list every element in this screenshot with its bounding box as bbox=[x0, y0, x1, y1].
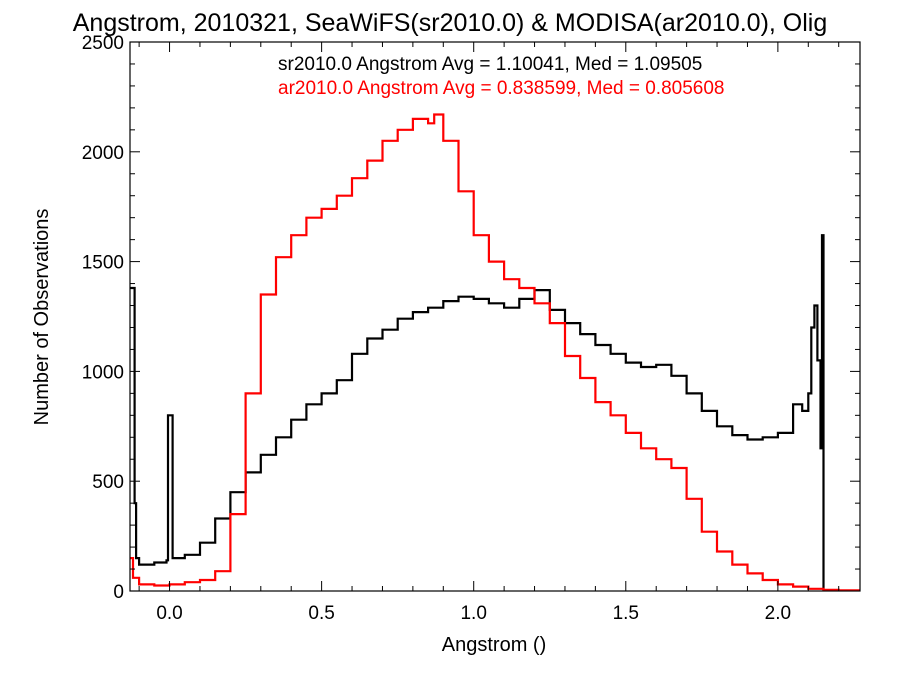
y-axis-label: Number of Observations bbox=[31, 209, 53, 426]
x-tick-label: 1.5 bbox=[613, 603, 639, 624]
y-tick-label: 500 bbox=[92, 472, 124, 493]
stat-annotation-ar2010: ar2010.0 Angstrom Avg = 0.838599, Med = … bbox=[278, 78, 725, 99]
x-tick-label: 1.0 bbox=[460, 603, 486, 624]
y-tick-label: 1000 bbox=[82, 362, 124, 383]
series-line-sr2010 bbox=[130, 234, 825, 591]
y-tick-label: 1500 bbox=[82, 253, 124, 274]
x-tick-label: 2.0 bbox=[765, 603, 791, 624]
y-tick-label: 2500 bbox=[82, 33, 124, 54]
x-tick-label: 0.5 bbox=[308, 603, 334, 624]
y-tick-label: 2000 bbox=[82, 143, 124, 164]
stat-annotation-sr2010: sr2010.0 Angstrom Avg = 1.10041, Med = 1… bbox=[278, 54, 702, 75]
plot-area: 0.0 0.5 1.0 1.5 2.0 0 500 1000 1500 2000 2500 bbox=[82, 33, 861, 624]
y-tick-label: 0 bbox=[113, 582, 124, 603]
series-line-ar2010 bbox=[130, 113, 860, 592]
plot-frame bbox=[129, 41, 861, 592]
x-axis-label: Angstrom () bbox=[442, 634, 546, 656]
x-tick-label: 0.0 bbox=[156, 603, 182, 624]
chart-title: Angstrom, 2010321, SeaWiFS(sr2010.0) & M… bbox=[73, 9, 828, 37]
